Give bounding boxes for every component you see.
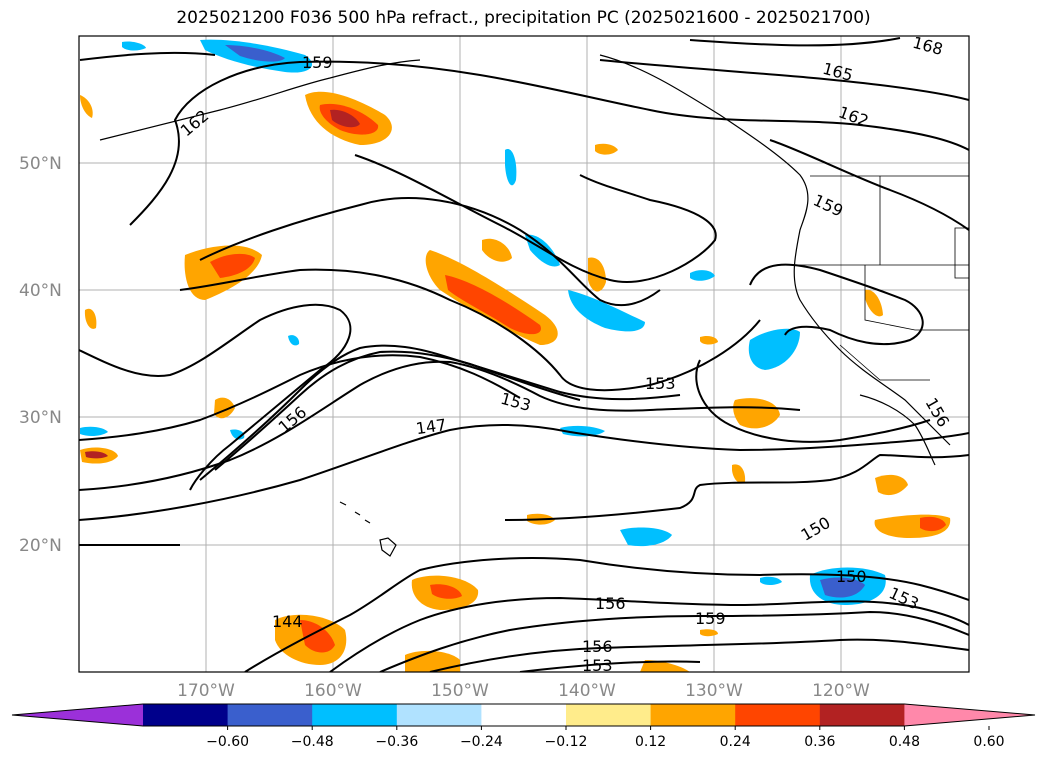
contour-label: 150 [836, 567, 867, 586]
longitude-label: 170°W [177, 681, 235, 701]
colorbar-tick-label: −0.36 [375, 734, 418, 750]
longitude-label: 140°W [558, 681, 616, 701]
contour-label: 144 [272, 612, 303, 631]
colorbar-tick-label: −0.24 [460, 734, 503, 750]
colorbar-segment [227, 704, 313, 726]
height-contours [79, 37, 969, 672]
colorbar-outline [11, 703, 1036, 727]
contour-label: 159 [302, 53, 333, 72]
latitude-label: 40°N [19, 281, 62, 301]
contour-label: 153 [582, 656, 613, 675]
longitude-label: 150°W [431, 681, 489, 701]
colorbar-tick-label: −0.12 [545, 734, 588, 750]
contour-label: 156 [595, 594, 626, 613]
colorbar-segment [735, 704, 821, 726]
latitude-label: 30°N [19, 408, 62, 428]
longitude-labels: 170°W 160°W 150°W 140°W 130°W 120°W [177, 681, 870, 701]
precip-positive-areas [80, 91, 951, 672]
colorbar: −0.60 −0.48 −0.36 −0.24 −0.12 0.12 0.24 0.36 0.4… [11, 703, 1036, 750]
colorbar-tick-label: 0.60 [973, 734, 1004, 750]
latitude-label: 50°N [19, 154, 62, 174]
contour-label: 168 [911, 33, 945, 59]
longitude-label: 160°W [304, 681, 362, 701]
longitude-label: 120°W [812, 681, 870, 701]
map-title: 2025021200 F036 500 hPa refract., precip… [176, 8, 871, 28]
colorbar-segment [566, 704, 652, 726]
colorbar-tick-label: 0.12 [635, 734, 666, 750]
longitude-label: 130°W [685, 681, 743, 701]
latitude-label: 20°N [19, 536, 62, 556]
colorbar-tick-label: −0.48 [291, 734, 334, 750]
map-border [78, 35, 970, 673]
colorbar-segment [143, 704, 229, 726]
gridlines [79, 36, 969, 672]
colorbar-segment [650, 704, 736, 726]
colorbar-extend-high [904, 704, 1035, 726]
colorbar-segment [819, 704, 905, 726]
colorbar-extend-low [12, 704, 143, 726]
contour-label: 147 [415, 415, 448, 438]
colorbar-tick-label: 0.24 [720, 734, 751, 750]
political-borders [790, 175, 969, 381]
colorbar-tick-label: 0.36 [804, 734, 835, 750]
contour-label: 153 [645, 374, 676, 393]
colorbar-tick-label: 0.48 [889, 734, 920, 750]
colorbar-segment [312, 704, 398, 726]
contour-label: 156 [582, 637, 613, 656]
colorbar-tick-label: −0.60 [206, 734, 249, 750]
colorbar-segment [396, 704, 482, 726]
map-frame [79, 36, 969, 672]
latitude-labels: 50°N 40°N 30°N 20°N [19, 154, 62, 556]
contour-label: 159 [695, 609, 726, 628]
colorbar-segment [481, 704, 567, 726]
